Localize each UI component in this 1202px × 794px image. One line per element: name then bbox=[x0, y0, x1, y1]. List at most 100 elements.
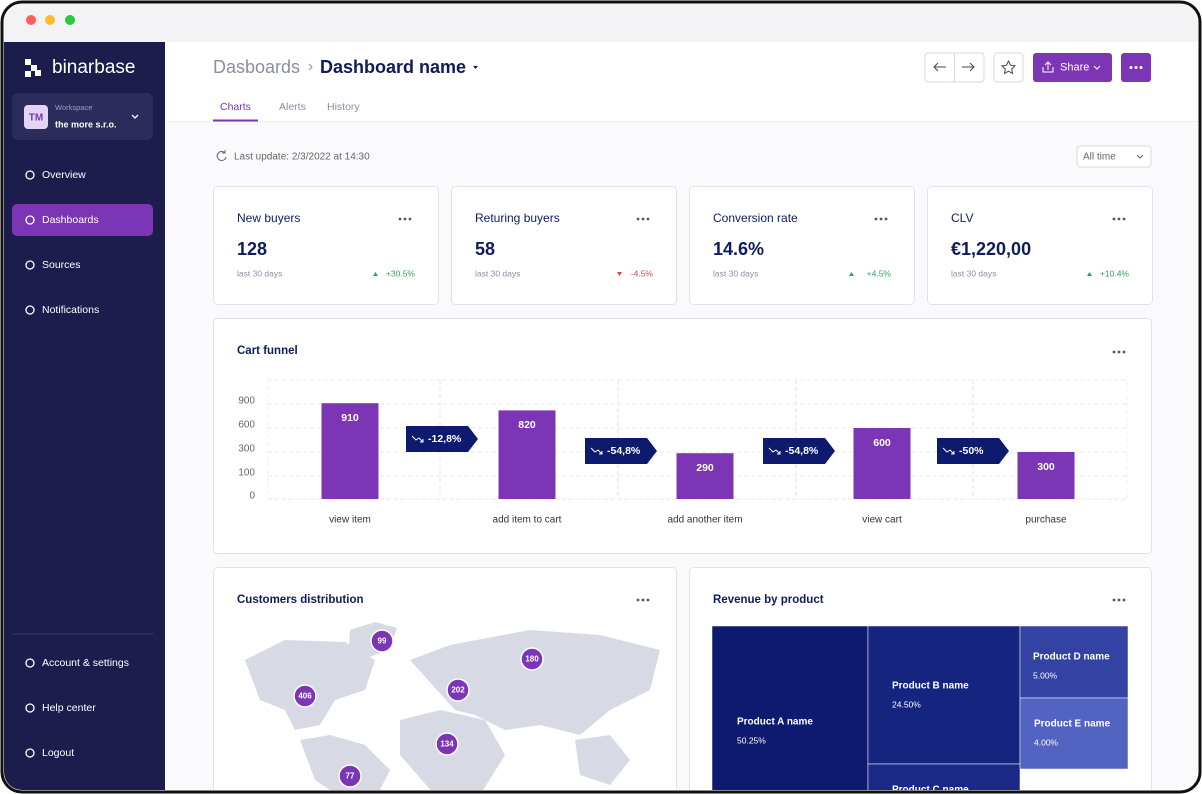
logo-mark bbox=[31, 65, 37, 71]
dot bbox=[1139, 66, 1143, 69]
drop-icon bbox=[942, 447, 955, 455]
menu-dot[interactable] bbox=[1122, 350, 1126, 354]
menu-dot[interactable] bbox=[636, 217, 640, 221]
bar-value: 910 bbox=[341, 412, 359, 424]
card bbox=[451, 186, 677, 305]
nav-active bbox=[12, 204, 153, 236]
dot bbox=[1129, 66, 1133, 69]
window-control[interactable] bbox=[65, 15, 75, 25]
share-icon bbox=[1042, 61, 1054, 73]
trend-arrow bbox=[849, 272, 854, 276]
menu-dot[interactable] bbox=[641, 598, 645, 602]
nav-item[interactable]: Notifications bbox=[42, 304, 99, 316]
range-label: All time bbox=[1083, 152, 1116, 163]
tab[interactable]: Alerts bbox=[279, 101, 306, 113]
menu-dot[interactable] bbox=[1117, 217, 1121, 221]
landmass bbox=[245, 640, 375, 730]
tab[interactable]: Charts bbox=[220, 101, 251, 113]
funnel-bar bbox=[321, 403, 379, 499]
map-bubble bbox=[370, 629, 394, 653]
nav-icon bbox=[25, 305, 35, 315]
bubble-label: 134 bbox=[440, 740, 454, 749]
y-tick-label: 300 bbox=[238, 444, 255, 455]
kpi-title: New buyers bbox=[237, 211, 300, 225]
map-bubble bbox=[435, 732, 459, 756]
treemap-tile bbox=[867, 625, 1021, 765]
nav-item[interactable]: Overview bbox=[42, 169, 86, 181]
workspace-initials: TM bbox=[29, 113, 43, 124]
map-bubble bbox=[446, 678, 470, 702]
bubble-label: 406 bbox=[298, 692, 312, 701]
tile-name: Product D name bbox=[1033, 652, 1110, 663]
menu-dot[interactable] bbox=[1122, 598, 1126, 602]
menu-dot[interactable] bbox=[636, 598, 640, 602]
menu-dot[interactable] bbox=[1112, 350, 1116, 354]
x-tick-label: view item bbox=[329, 515, 371, 526]
workspace-avatar bbox=[24, 105, 48, 129]
chevron bbox=[131, 114, 139, 119]
nav-icon bbox=[25, 215, 35, 225]
map-bubble bbox=[293, 684, 317, 708]
drop-icon bbox=[768, 447, 781, 455]
menu-dot[interactable] bbox=[1112, 598, 1116, 602]
kpi-change: +10.4% bbox=[1100, 268, 1130, 278]
kpi-value: €1,220,00 bbox=[951, 239, 1031, 259]
share-button[interactable] bbox=[1033, 53, 1112, 82]
kpi-period: last 30 days bbox=[951, 268, 996, 278]
nav-item[interactable]: Help center bbox=[42, 702, 96, 714]
y-tick-label: 0 bbox=[249, 491, 255, 502]
treemap-tile bbox=[867, 763, 1021, 790]
range-caret bbox=[1136, 154, 1144, 159]
map-bubble bbox=[520, 647, 544, 671]
drop-tag bbox=[763, 438, 835, 464]
menu-dot[interactable] bbox=[1117, 598, 1121, 602]
favorite-button[interactable] bbox=[993, 52, 1024, 83]
nav-item[interactable]: Sources bbox=[42, 259, 81, 271]
drop-tag bbox=[937, 438, 1009, 464]
menu-dot[interactable] bbox=[646, 217, 650, 221]
tile-value: 50.25% bbox=[737, 735, 766, 745]
landmass bbox=[575, 735, 630, 785]
funnel-bar bbox=[853, 428, 911, 499]
window-control[interactable] bbox=[45, 15, 55, 25]
drop-tag bbox=[406, 426, 478, 452]
treemap-tile bbox=[711, 625, 869, 790]
title-bar bbox=[4, 4, 1198, 42]
menu-dot[interactable] bbox=[641, 217, 645, 221]
bubble-label: 202 bbox=[451, 686, 465, 695]
drop-label: -54,8% bbox=[607, 445, 641, 457]
bar-value: 300 bbox=[1037, 461, 1055, 473]
kpi-change: +30.5% bbox=[386, 268, 416, 278]
kpi-title: Returing buyers bbox=[475, 211, 560, 225]
menu-dot[interactable] bbox=[1112, 217, 1116, 221]
menu-dot[interactable] bbox=[879, 217, 883, 221]
tab[interactable]: History bbox=[327, 101, 360, 113]
treemap-tile bbox=[1019, 697, 1129, 770]
menu-dot[interactable] bbox=[646, 598, 650, 602]
menu-dot[interactable] bbox=[1122, 217, 1126, 221]
card bbox=[213, 318, 1152, 554]
drop-label: -12,8% bbox=[428, 433, 462, 445]
kpi-title: Conversion rate bbox=[713, 211, 798, 225]
nav-item[interactable]: Dashboards bbox=[42, 214, 99, 226]
workspace-switcher[interactable] bbox=[12, 93, 153, 140]
nav-item[interactable]: Account & settings bbox=[42, 657, 129, 669]
menu-dot[interactable] bbox=[874, 217, 878, 221]
menu-dot[interactable] bbox=[403, 217, 407, 221]
funnel-bar bbox=[1017, 452, 1075, 499]
nav-item[interactable]: Logout bbox=[42, 747, 74, 759]
bar-value: 820 bbox=[518, 419, 536, 431]
menu-dot[interactable] bbox=[398, 217, 402, 221]
kpi-title: CLV bbox=[951, 211, 973, 225]
bubble-label: 180 bbox=[525, 655, 539, 664]
menu-dot[interactable] bbox=[1117, 350, 1121, 354]
brand: binarbase bbox=[52, 57, 135, 78]
card-title: Customers distribution bbox=[237, 594, 364, 606]
range-select[interactable] bbox=[1076, 145, 1152, 168]
window-control[interactable] bbox=[26, 15, 36, 25]
menu-dot[interactable] bbox=[884, 217, 888, 221]
menu-dot[interactable] bbox=[408, 217, 412, 221]
